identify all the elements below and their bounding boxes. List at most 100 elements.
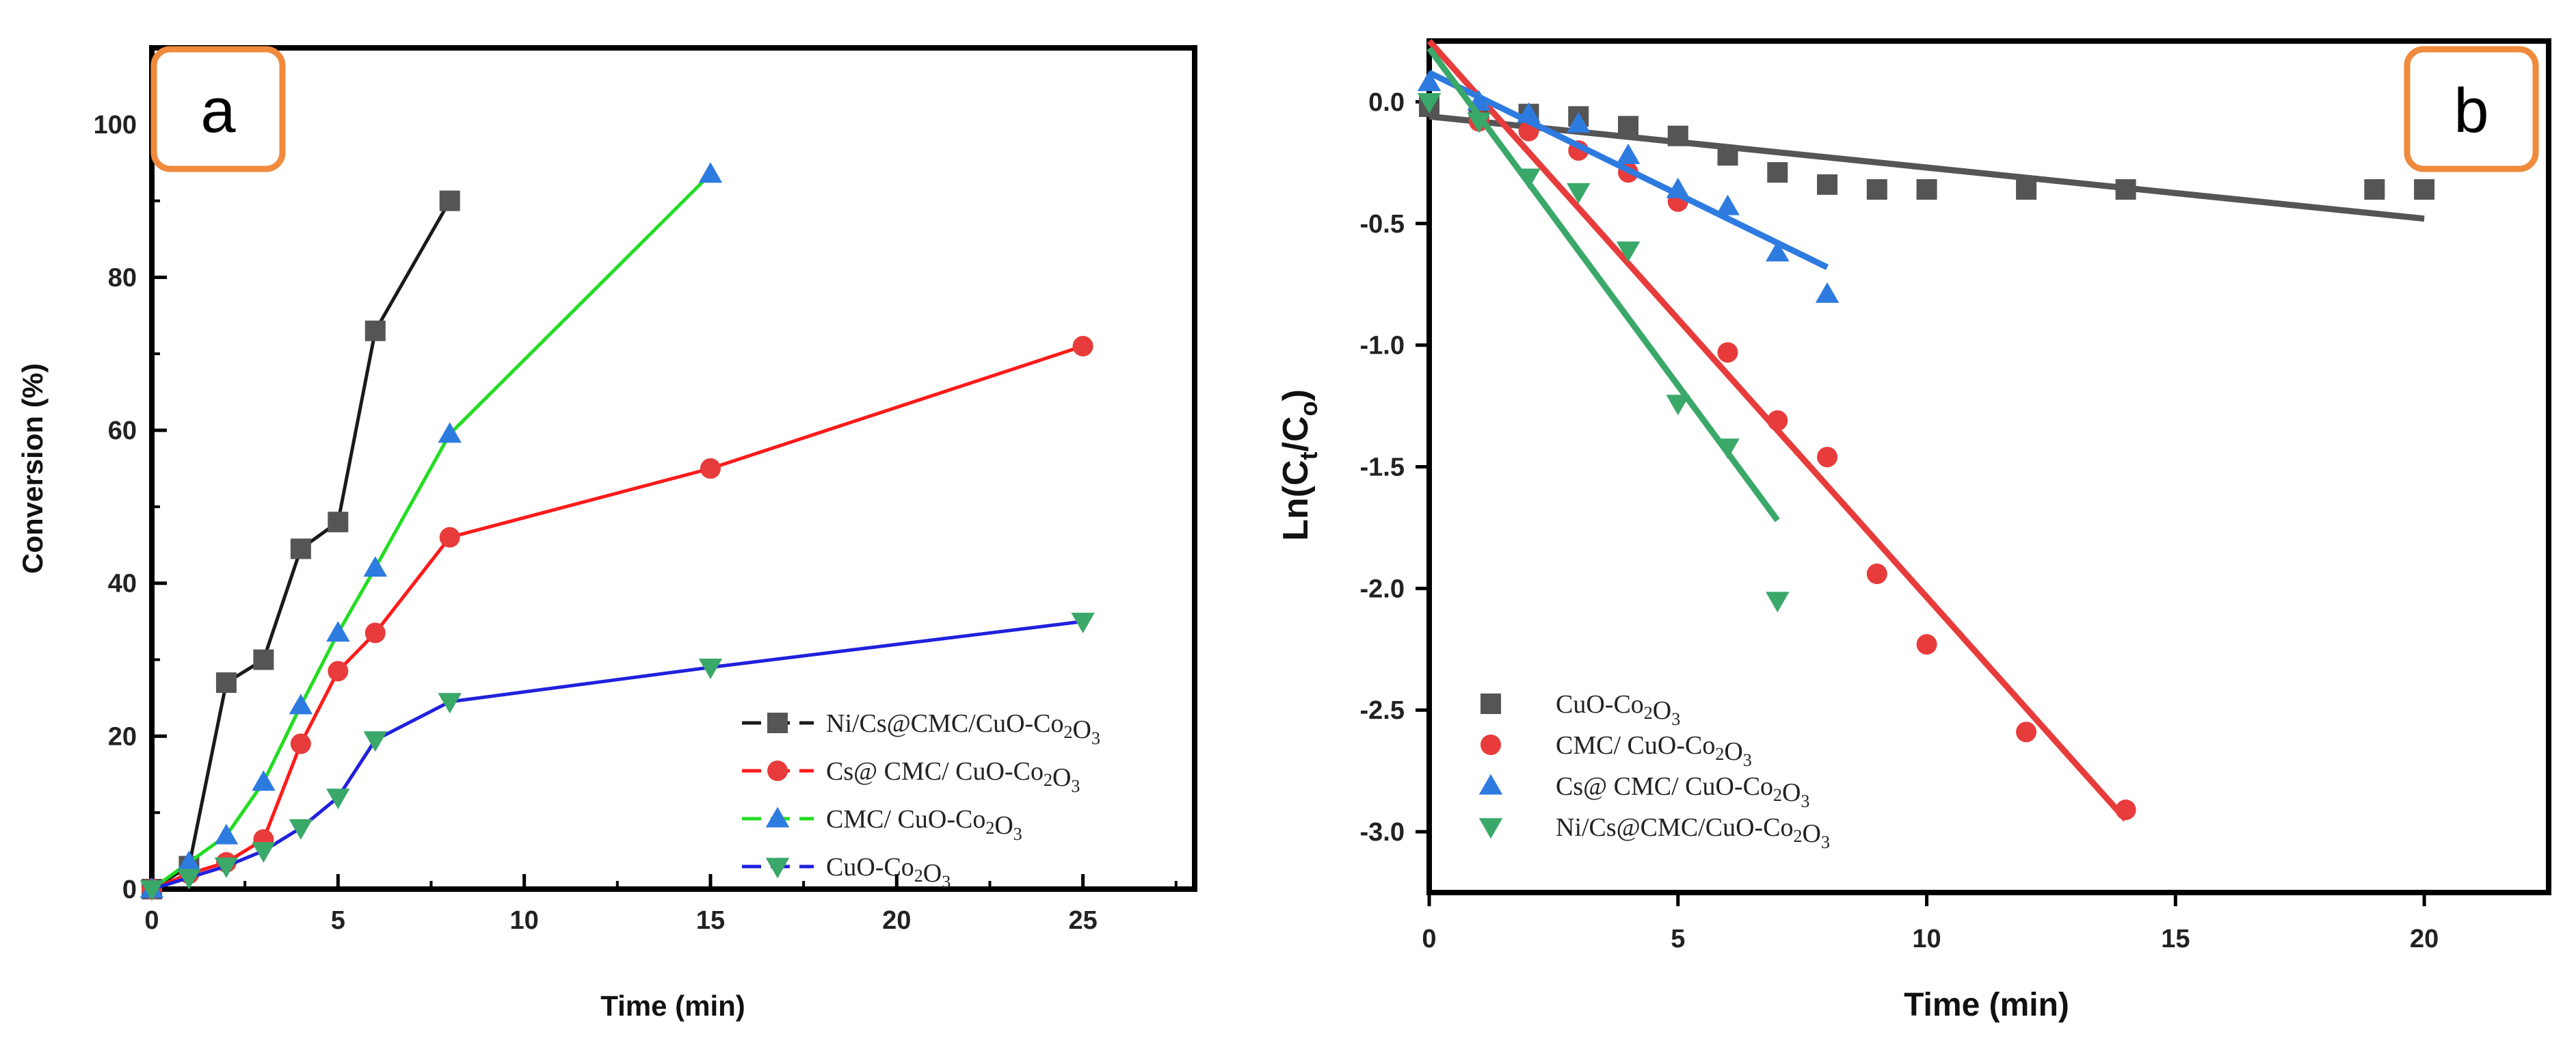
data-point (1916, 634, 1937, 655)
data-point (1866, 564, 1887, 585)
data-point (1616, 241, 1641, 263)
data-point (177, 850, 201, 871)
ylabel-part-ln: Ln(C (1276, 460, 1316, 540)
legend-marker (767, 713, 788, 733)
data-point (2115, 179, 2136, 200)
data-point (1817, 174, 1838, 195)
legend-entry: CuO-Co2O3 (1480, 690, 1680, 729)
data-point (1717, 145, 1738, 166)
data-point (1815, 282, 1840, 303)
series-line (150, 200, 451, 891)
data-point (328, 512, 349, 533)
data-point (364, 320, 386, 341)
data-point (1071, 612, 1095, 633)
panel-a-badge-frame (150, 46, 286, 172)
data-point (215, 672, 237, 694)
data-point (1567, 183, 1591, 204)
y-tick-label: 20 (108, 722, 137, 751)
legend-entry: CMC/ CuO-Co2O3 (1480, 731, 1752, 770)
panel-a-series (140, 162, 1095, 901)
data-point (700, 458, 721, 479)
ylabel-sub-o: o (1294, 401, 1323, 416)
legend-entry: Cs@ CMC/ CuO-Co2O3 (1478, 772, 1809, 811)
x-tick-label: 15 (2161, 925, 2190, 953)
y-tick-label: 0 (122, 875, 137, 904)
legend-entry: Cs@ CMC/ CuO-Co2O3 (742, 757, 1080, 796)
y-tick-label: -3.0 (1360, 818, 1405, 847)
data-point (1517, 102, 1541, 123)
series-line (151, 344, 1084, 891)
data-point (1417, 70, 1442, 92)
y-tick-label: -1.5 (1360, 453, 1405, 482)
data-point (252, 842, 276, 863)
data-point (1618, 116, 1639, 137)
data-point (1767, 410, 1788, 431)
panel-a-label-badge: a (150, 46, 286, 172)
panel-b-plot-frame (1426, 38, 2551, 895)
data-point (1616, 143, 1641, 164)
legend-label: CuO-Co2O3 (826, 853, 951, 892)
x-tick-label: 10 (510, 906, 539, 935)
data-point (439, 190, 460, 211)
data-point (1467, 112, 1491, 133)
data-point (439, 527, 460, 548)
panel-a-series-3 (140, 612, 1095, 901)
data-point (289, 694, 313, 715)
data-point (290, 733, 311, 754)
x-tick-label: 10 (1912, 925, 1941, 953)
legend-marker (1480, 694, 1501, 714)
series-line (151, 620, 1083, 891)
x-tick-label: 25 (1068, 906, 1097, 935)
data-point (214, 823, 239, 845)
data-point (1866, 179, 1887, 200)
y-tick-label: -1.0 (1360, 332, 1405, 360)
data-point (140, 880, 164, 901)
data-point (1716, 194, 1740, 215)
panel-a-series-0 (142, 190, 460, 899)
panel-a-legend: Ni/Cs@CMC/CuO-Co2O3 Cs@ CMC/ CuO-Co2O3 CMC… (742, 709, 1100, 892)
panel-b-ticks: 0 5 10 15 20 0.0 -0.5 -1.0 -1.5 -2.0 -2.5 -3.0 (1360, 88, 2439, 953)
data-point (326, 621, 350, 642)
data-point (698, 658, 723, 679)
data-point (438, 422, 462, 443)
legend-label: Ni/Cs@CMC/CuO-Co2O3 (826, 709, 1100, 748)
data-point (328, 661, 349, 682)
ylabel-part-c: /C (1276, 416, 1316, 451)
panel-a-ticks: 0 5 10 15 20 25 0 20 40 60 80 100 (94, 111, 1178, 935)
panel-a-conversion-chart: 0 5 10 15 20 25 0 20 40 60 80 100 Ni/Cs@CMC/CuO-Co2… (16, 45, 1197, 1022)
x-tick-label: 5 (1671, 925, 1685, 953)
legend-label: CMC/ CuO-Co2O3 (826, 805, 1022, 844)
data-point (290, 538, 311, 559)
data-point (214, 857, 239, 878)
panel-b-label-badge: b (2404, 46, 2539, 172)
data-point (253, 649, 274, 670)
data-point (1666, 177, 1690, 198)
y-tick-label: 60 (108, 417, 137, 445)
data-point (1667, 125, 1688, 146)
legend-entry: Ni/Cs@CMC/CuO-Co2O3 (1478, 813, 1830, 852)
data-point (1817, 447, 1838, 468)
legend-label: Cs@ CMC/ CuO-Co2O3 (826, 757, 1080, 796)
panel-b-kinetics-chart: 0 5 10 15 20 0.0 -0.5 -1.0 -1.5 -2.0 -2.5 -3.0 CuO-… (1276, 38, 2551, 1023)
y-tick-label: -0.5 (1360, 210, 1405, 239)
panel-a-y-axis-title: Conversion (%) (16, 363, 49, 574)
y-tick-label: 0.0 (1368, 88, 1405, 117)
data-point (2016, 179, 2037, 200)
legend-label: Ni/Cs@CMC/CuO-Co2O3 (1556, 813, 1830, 852)
data-point (1717, 342, 1738, 363)
legend-entry: Ni/Cs@CMC/CuO-Co2O3 (742, 709, 1100, 748)
legend-marker (1480, 735, 1501, 755)
data-point (1666, 395, 1690, 416)
x-tick-label: 0 (1422, 925, 1436, 953)
ylabel-part-close: ) (1276, 389, 1316, 401)
y-tick-label: 100 (94, 111, 137, 140)
data-point (289, 819, 313, 840)
data-point (363, 731, 388, 752)
data-point (326, 789, 350, 810)
x-tick-label: 15 (696, 906, 725, 935)
y-tick-label: -2.0 (1360, 575, 1405, 603)
panel-b-badge-letter: b (2454, 76, 2488, 146)
data-point (698, 162, 723, 183)
data-point (1766, 592, 1790, 613)
